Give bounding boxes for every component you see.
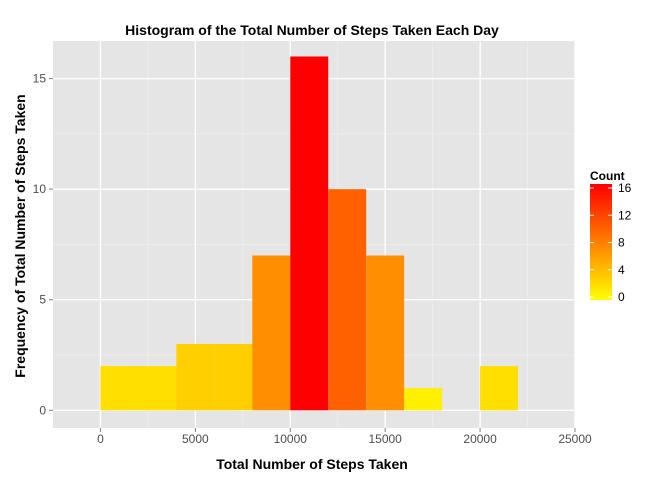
y-tick-label: 5	[39, 293, 46, 307]
x-tick-label: 0	[97, 432, 104, 446]
y-tick-label: 0	[39, 403, 46, 417]
y-axis-title: Frequency of Total Number of Steps Taken	[12, 94, 28, 377]
x-axis-ticks: 0 5000 10000 15000 20000 25000	[97, 428, 592, 446]
y-axis-ticks: 0 5 10 15	[33, 72, 53, 417]
histogram-bar	[480, 366, 519, 411]
histogram-bar	[290, 56, 329, 411]
legend-tick-label: 8	[618, 236, 625, 250]
legend-tick-label: 16	[618, 181, 632, 195]
legend: Count 0 4 8 12 16	[590, 169, 632, 304]
y-tick-label: 15	[33, 72, 47, 86]
legend-tick-label: 12	[618, 208, 632, 222]
histogram-bar	[176, 343, 215, 411]
y-tick-label: 10	[33, 182, 47, 196]
x-tick-label: 15000	[368, 432, 402, 446]
chart-title: Histogram of the Total Number of Steps T…	[125, 22, 499, 38]
x-tick-label: 25000	[558, 432, 592, 446]
histogram-bar	[100, 366, 139, 411]
histogram-bar	[252, 255, 291, 411]
legend-tick-label: 4	[618, 263, 625, 277]
histogram-bar	[404, 388, 443, 411]
histogram-bars	[100, 56, 519, 411]
legend-ticks: 0 4 8 12 16	[590, 181, 632, 304]
x-tick-label: 10000	[274, 432, 308, 446]
legend-colorbar	[590, 184, 612, 300]
x-tick-label: 20000	[463, 432, 497, 446]
histogram-bar	[214, 343, 253, 411]
legend-title: Count	[590, 169, 625, 183]
x-tick-label: 5000	[182, 432, 209, 446]
legend-tick-label: 0	[618, 290, 625, 304]
x-axis-title: Total Number of Steps Taken	[216, 456, 408, 472]
histogram-bar	[366, 255, 405, 411]
histogram-bar	[138, 366, 177, 411]
histogram-bar	[328, 189, 367, 411]
